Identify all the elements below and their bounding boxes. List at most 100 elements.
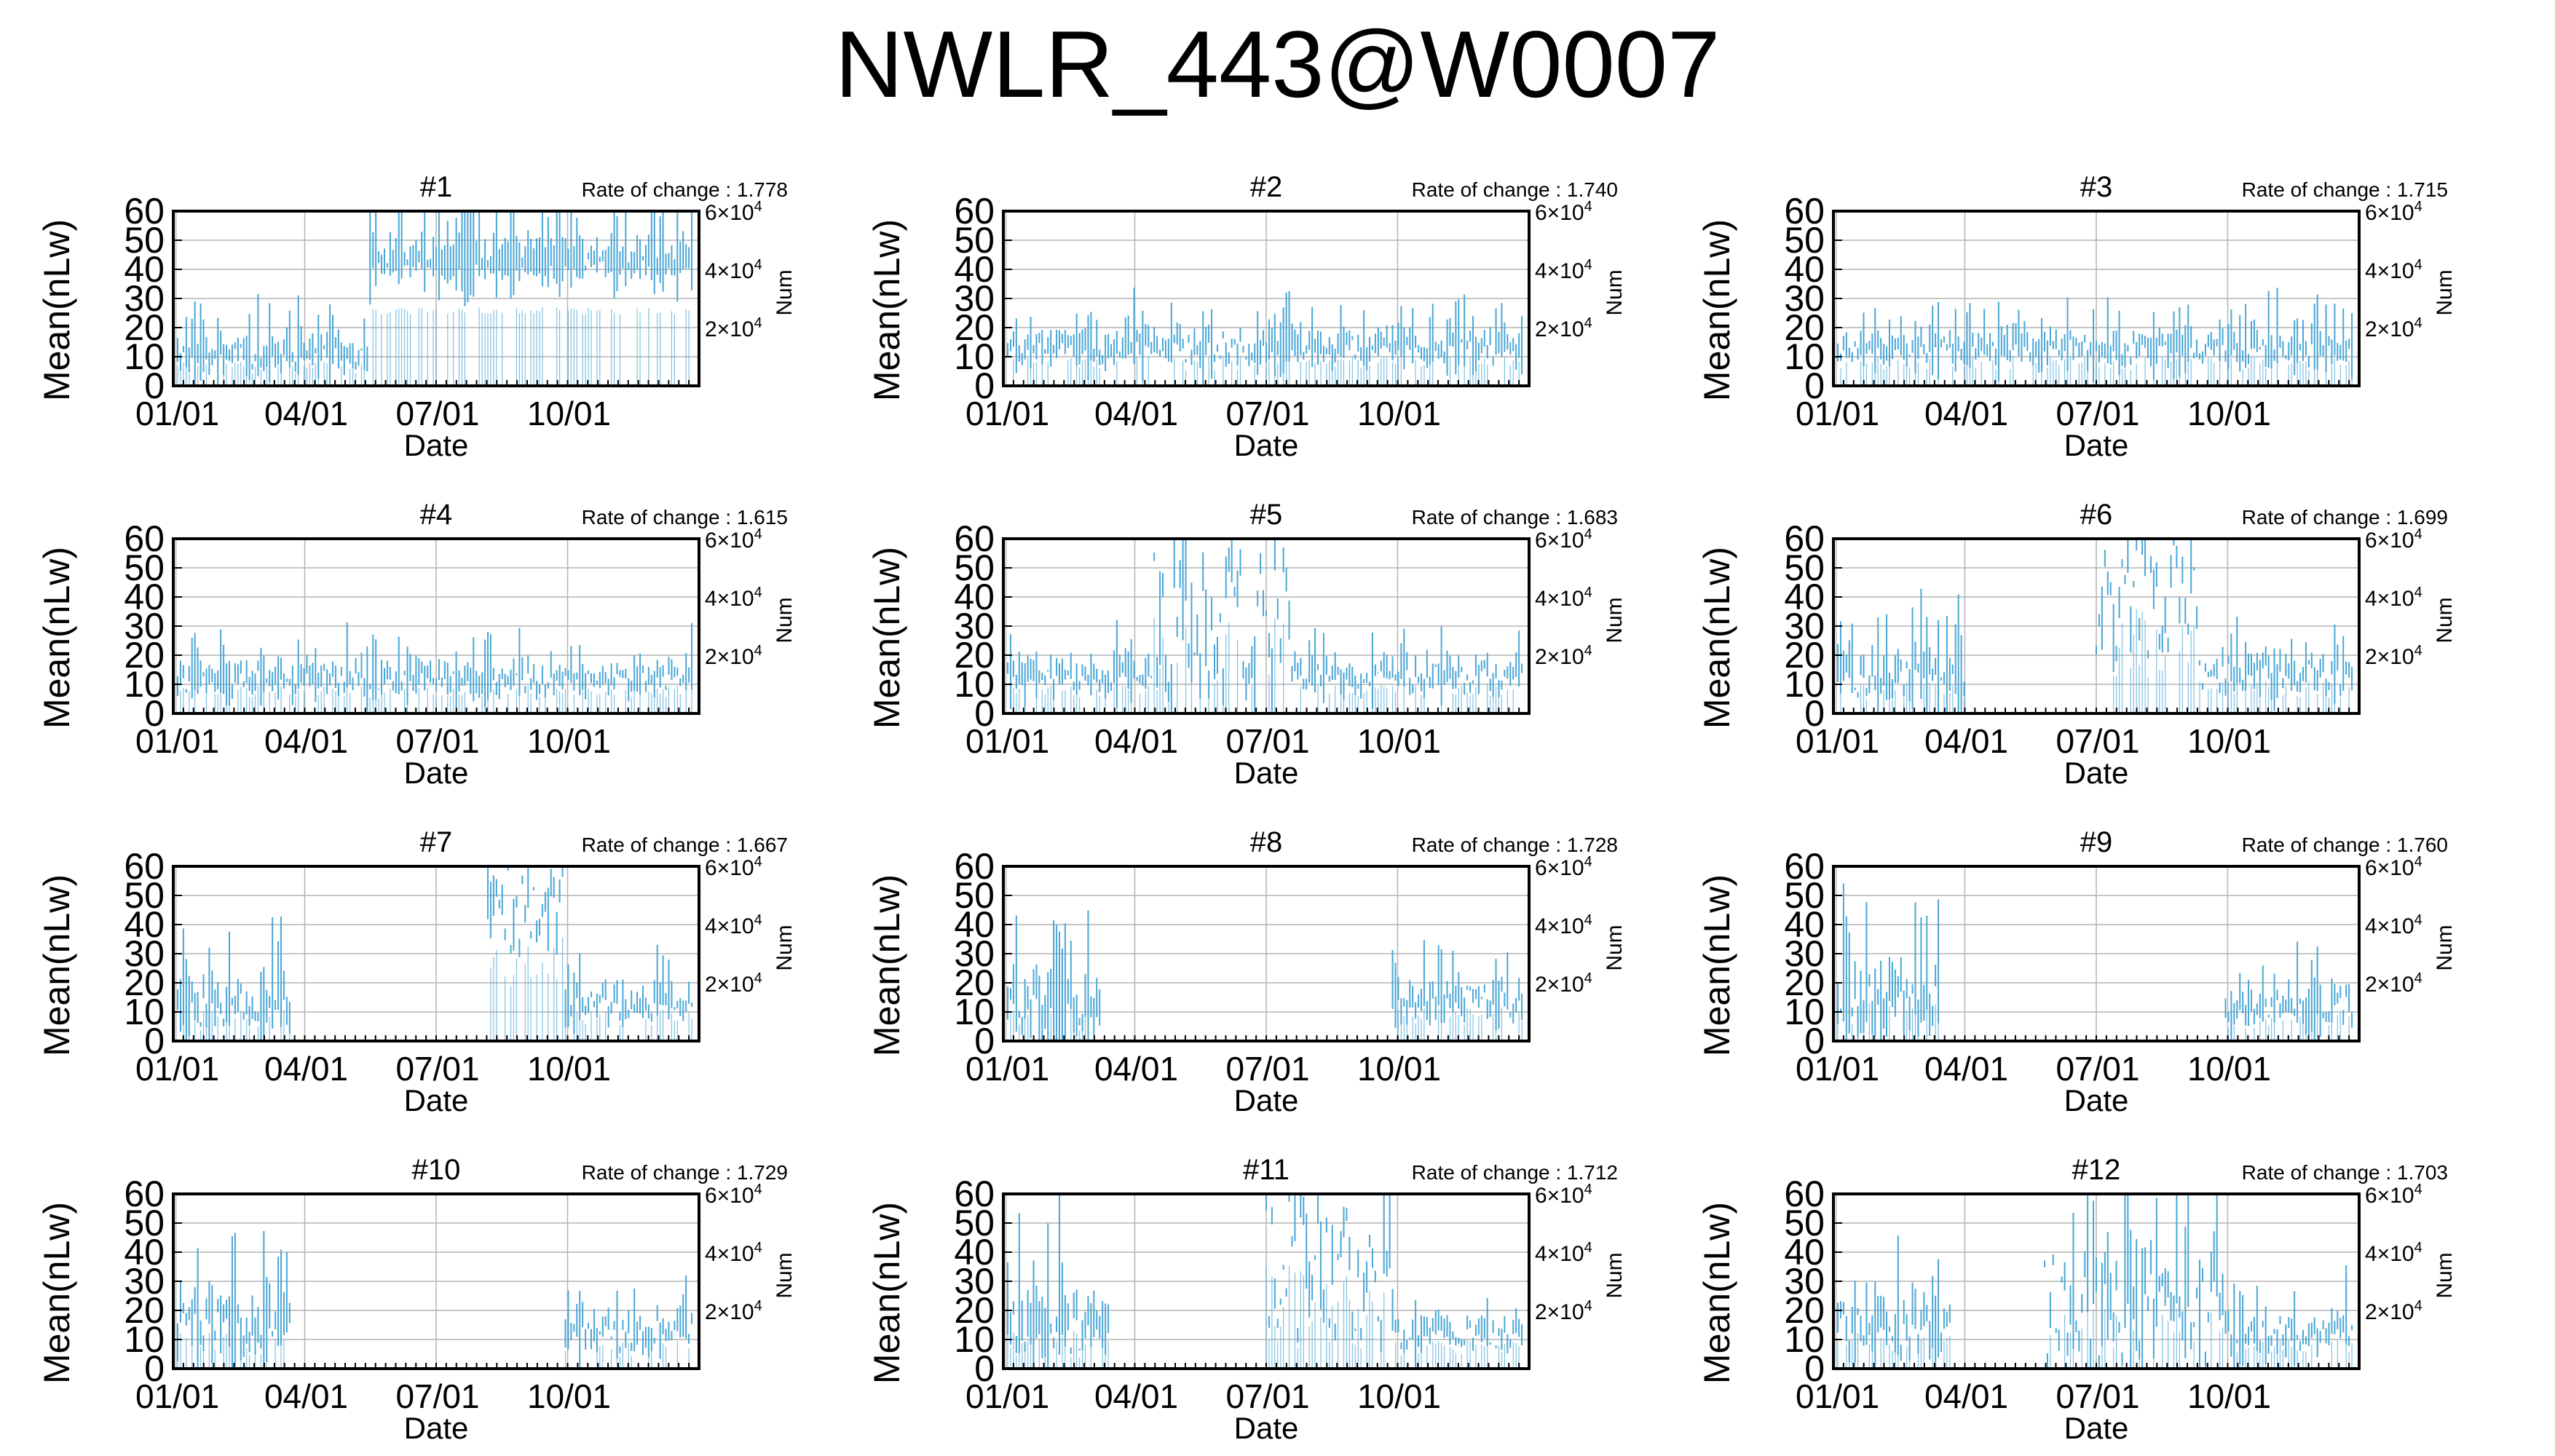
y-tick-label: 60	[954, 846, 995, 887]
y-tick-label: 50	[954, 1203, 995, 1243]
x-tick-label: 04/01	[1094, 1377, 1178, 1415]
x-axis-label: Date	[404, 428, 469, 462]
x-tick-label: 07/01	[1225, 1050, 1309, 1088]
x-tick-label: 07/01	[2056, 1050, 2139, 1088]
y2-tick-label: 6×104	[705, 1182, 762, 1208]
x-tick-label: 07/01	[395, 395, 479, 432]
y-tick-label: 20	[954, 962, 995, 1003]
series-spikes	[177, 1230, 693, 1369]
x-tick-label: 04/01	[1094, 395, 1178, 432]
y-tick-label: 10	[1784, 336, 1825, 377]
series-spikes	[1837, 539, 2353, 713]
y2-axis-label: Num	[2433, 925, 2457, 970]
y-tick-label: 0	[974, 1348, 995, 1389]
y-tick-label: 0	[974, 1021, 995, 1061]
x-tick-label: 07/01	[1225, 395, 1309, 432]
y-tick-label: 0	[1804, 1348, 1825, 1389]
subplot-title: #7	[420, 826, 453, 858]
y-tick-label: 40	[124, 1232, 165, 1273]
x-tick-label: 01/01	[135, 1050, 219, 1088]
subplot-title: #10	[412, 1154, 461, 1186]
subplot-title: #3	[2080, 171, 2113, 203]
y2-tick-label: 6×104	[2365, 199, 2422, 225]
y2-tick-label: 2×104	[705, 1298, 762, 1324]
y2-axis-label: Num	[773, 597, 797, 643]
x-tick-label: 07/01	[2056, 722, 2139, 760]
subplot-title: #5	[1250, 499, 1283, 531]
x-tick-label: 04/01	[1094, 722, 1178, 760]
y-tick-label: 10	[124, 336, 165, 377]
subplot-title: #8	[1250, 826, 1283, 858]
y2-tick-label: 2×104	[1535, 1298, 1592, 1324]
y-tick-label: 0	[1804, 365, 1825, 406]
y-tick-label: 20	[1784, 1290, 1825, 1331]
x-tick-label: 04/01	[264, 722, 348, 760]
series-spikes	[1837, 288, 2353, 386]
y-tick-label: 0	[1804, 1021, 1825, 1061]
y-axis-label: Mean(nLw)	[1697, 874, 1737, 1056]
y-tick-label: 40	[1784, 577, 1825, 617]
y-tick-label: 0	[974, 365, 995, 406]
y2-axis-label: Num	[1603, 597, 1627, 643]
y-tick-label: 0	[144, 1348, 165, 1389]
y-axis-label: Mean(nLw)	[866, 547, 907, 729]
y2-tick-label: 6×104	[2365, 854, 2422, 880]
x-tick-label: 10/01	[2187, 1377, 2271, 1415]
y2-tick-label: 4×104	[1535, 257, 1592, 283]
y2-tick-label: 4×104	[705, 257, 762, 283]
y-axis-label: Mean(nLw)	[1697, 1202, 1737, 1384]
y2-tick-label: 6×104	[2365, 1182, 2422, 1208]
x-tick-label: 10/01	[1357, 1377, 1441, 1415]
y-tick-label: 40	[1784, 904, 1825, 945]
x-axis-label: Date	[2064, 1083, 2129, 1117]
y2-tick-label: 2×104	[2365, 315, 2422, 341]
y2-tick-label: 6×104	[705, 854, 762, 880]
x-axis-label: Date	[2064, 1411, 2129, 1445]
y-tick-label: 50	[124, 1203, 165, 1243]
rate-of-change: Rate of change : 1.729	[582, 1161, 788, 1184]
y-axis-label: Mean(nLw)	[36, 219, 77, 401]
y-tick-label: 20	[954, 1290, 995, 1331]
y-tick-label: 40	[954, 249, 995, 290]
rate-of-change: Rate of change : 1.760	[2242, 834, 2448, 856]
x-tick-label: 04/01	[264, 395, 348, 432]
y-tick-label: 0	[1804, 693, 1825, 734]
y2-tick-label: 6×104	[1535, 1182, 1592, 1208]
y-axis-label: Mean(nLw)	[1697, 547, 1737, 729]
y-tick-label: 40	[124, 904, 165, 945]
y-tick-label: 50	[954, 875, 995, 916]
y2-axis-label: Num	[1603, 1252, 1627, 1298]
x-axis-label: Date	[404, 756, 469, 790]
x-axis-label: Date	[404, 1083, 469, 1117]
y2-tick-label: 2×104	[1535, 643, 1592, 669]
x-tick-label: 01/01	[1796, 722, 1879, 760]
y2-axis-label: Num	[773, 269, 797, 315]
subplot-title: #11	[1243, 1154, 1290, 1186]
x-tick-label: 07/01	[1225, 722, 1309, 760]
y2-axis-label: Num	[773, 1252, 797, 1298]
x-tick-label: 01/01	[965, 722, 1049, 760]
subplot-title: #1	[420, 171, 453, 203]
y2-tick-label: 4×104	[1535, 912, 1592, 938]
x-tick-label: 10/01	[2187, 395, 2271, 432]
y-tick-label: 30	[124, 278, 165, 319]
y-axis-label: Mean(nLw)	[866, 1202, 907, 1384]
x-tick-label: 01/01	[135, 395, 219, 432]
y-tick-label: 10	[124, 1319, 165, 1360]
y-tick-label: 20	[124, 1290, 165, 1331]
y-tick-label: 10	[954, 992, 995, 1032]
y-tick-label: 30	[124, 1261, 165, 1302]
subplot-title: #12	[2072, 1154, 2121, 1186]
y-axis-label: Mean(nLw)	[1697, 219, 1737, 401]
x-axis-label: Date	[2064, 756, 2129, 790]
y-tick-label: 10	[954, 1319, 995, 1360]
series-spikes	[1007, 1194, 1523, 1369]
y-tick-label: 60	[124, 1174, 165, 1214]
y-tick-label: 30	[954, 278, 995, 319]
y-tick-label: 60	[124, 191, 165, 232]
